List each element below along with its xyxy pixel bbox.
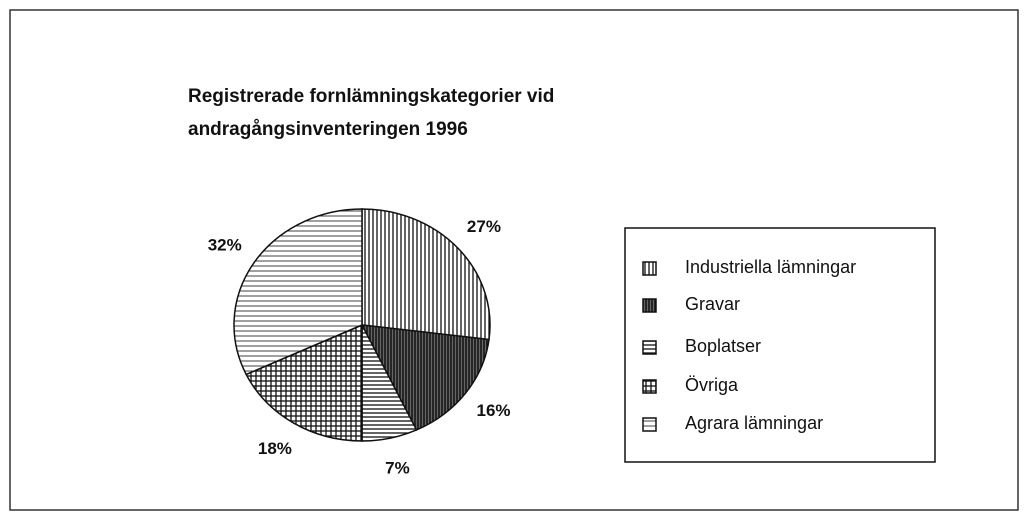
legend-label: Agrara lämningar	[685, 413, 823, 433]
frame	[9, 9, 1019, 511]
data-label: 16%	[476, 401, 510, 420]
legend-label: Gravar	[685, 294, 740, 314]
pie-slice	[361, 208, 491, 341]
data-label: 32%	[208, 236, 242, 255]
pie-slice	[245, 323, 363, 442]
data-label: 7%	[385, 458, 410, 477]
legend-swatch	[642, 417, 657, 432]
legend	[624, 227, 936, 463]
legend-label: Boplatser	[685, 336, 761, 356]
chart-title: Registrerade fornlämningskategorier vid	[188, 86, 554, 107]
legend-swatch	[642, 261, 657, 276]
pie-slice	[360, 324, 490, 431]
legend-label: Industriella lämningar	[685, 257, 856, 277]
chart-title: andragångsinventeringen 1996	[188, 119, 468, 140]
legend-swatch	[642, 379, 657, 394]
pie-slice	[233, 208, 363, 376]
legend-swatch	[642, 298, 657, 313]
legend-label: Övriga	[685, 375, 739, 395]
legend-swatch	[642, 340, 657, 355]
data-label: 18%	[258, 439, 292, 458]
data-label: 27%	[467, 217, 501, 236]
